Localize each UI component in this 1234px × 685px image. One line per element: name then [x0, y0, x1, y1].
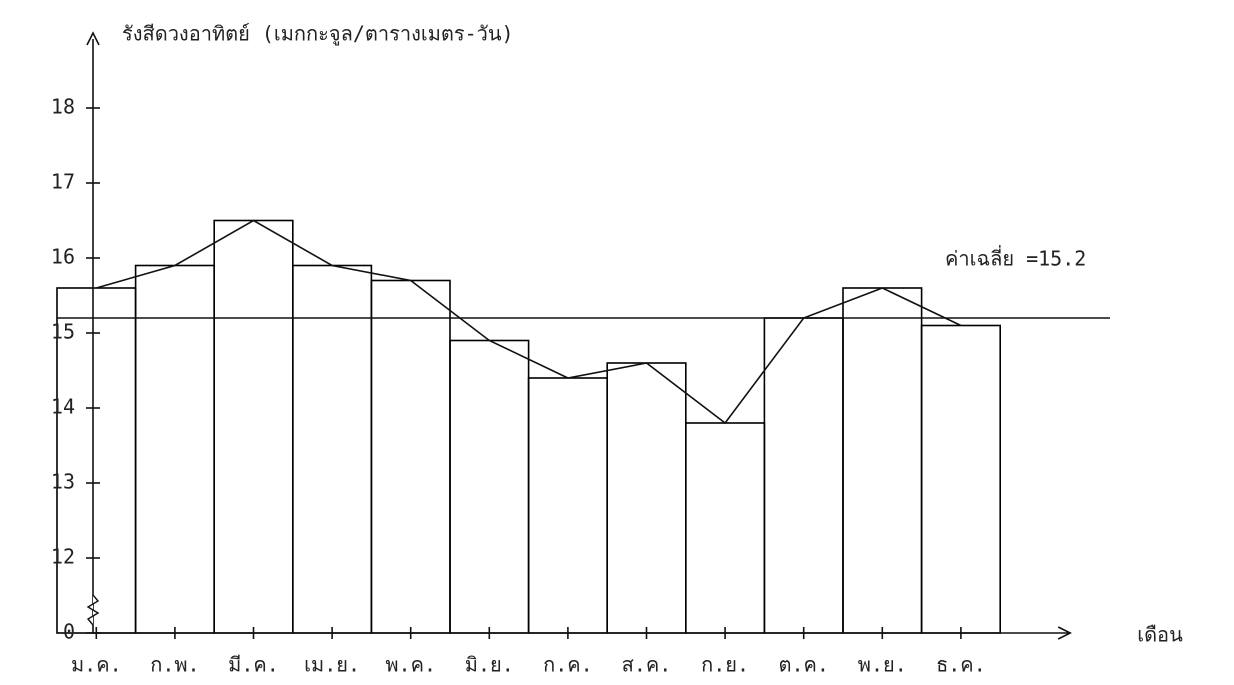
x-tick-label: ต.ค. — [778, 653, 828, 677]
x-tick-label: ก.พ. — [150, 653, 199, 677]
y-tick-label: 13 — [51, 470, 75, 494]
x-tick-label: มิ.ย. — [465, 653, 514, 677]
bar — [213, 219, 294, 634]
bar — [763, 317, 844, 634]
bar — [134, 264, 216, 634]
y-tick-label: 18 — [51, 95, 75, 119]
x-tick-label: พ.ค. — [385, 653, 436, 677]
bar — [291, 264, 373, 634]
x-tick-label: เม.ย. — [304, 653, 360, 677]
y-axis-arrow — [86, 31, 100, 46]
bar — [842, 287, 923, 634]
bar — [920, 324, 1001, 634]
bar — [684, 422, 766, 634]
y-axis-label: รังสีดวงอาทิตย์ (เมกกะจูล/ตารางเมตร-วัน) — [122, 22, 514, 47]
x-axis-label: เดือน — [1137, 623, 1183, 647]
y-tick-label: 14 — [51, 395, 75, 419]
y-tick-label: 0 — [63, 620, 75, 644]
x-tick-label: มี.ค. — [228, 653, 279, 677]
x-axis-arrow — [1057, 626, 1072, 640]
y-tick-label: 17 — [51, 170, 75, 194]
x-tick-label: ส.ค. — [622, 653, 672, 677]
axis-break — [86, 594, 100, 626]
bar — [449, 339, 530, 634]
x-tick-label: ธ.ค. — [936, 653, 986, 677]
trend-line — [96, 219, 962, 425]
y-tick-label: 16 — [51, 245, 75, 269]
x-tick-label: ก.ย. — [701, 653, 749, 677]
x-tick-label: พ.ย. — [858, 653, 907, 677]
x-tick-label: ม.ค. — [71, 653, 122, 677]
mean-label: ค่าเฉลี่ย =15.2 — [945, 245, 1086, 271]
bar — [606, 362, 687, 634]
bar — [370, 279, 451, 634]
x-tick-label: ก.ค. — [543, 653, 593, 677]
bar — [527, 377, 608, 634]
y-tick-label: 15 — [51, 320, 75, 344]
y-tick-label: 12 — [51, 545, 75, 569]
